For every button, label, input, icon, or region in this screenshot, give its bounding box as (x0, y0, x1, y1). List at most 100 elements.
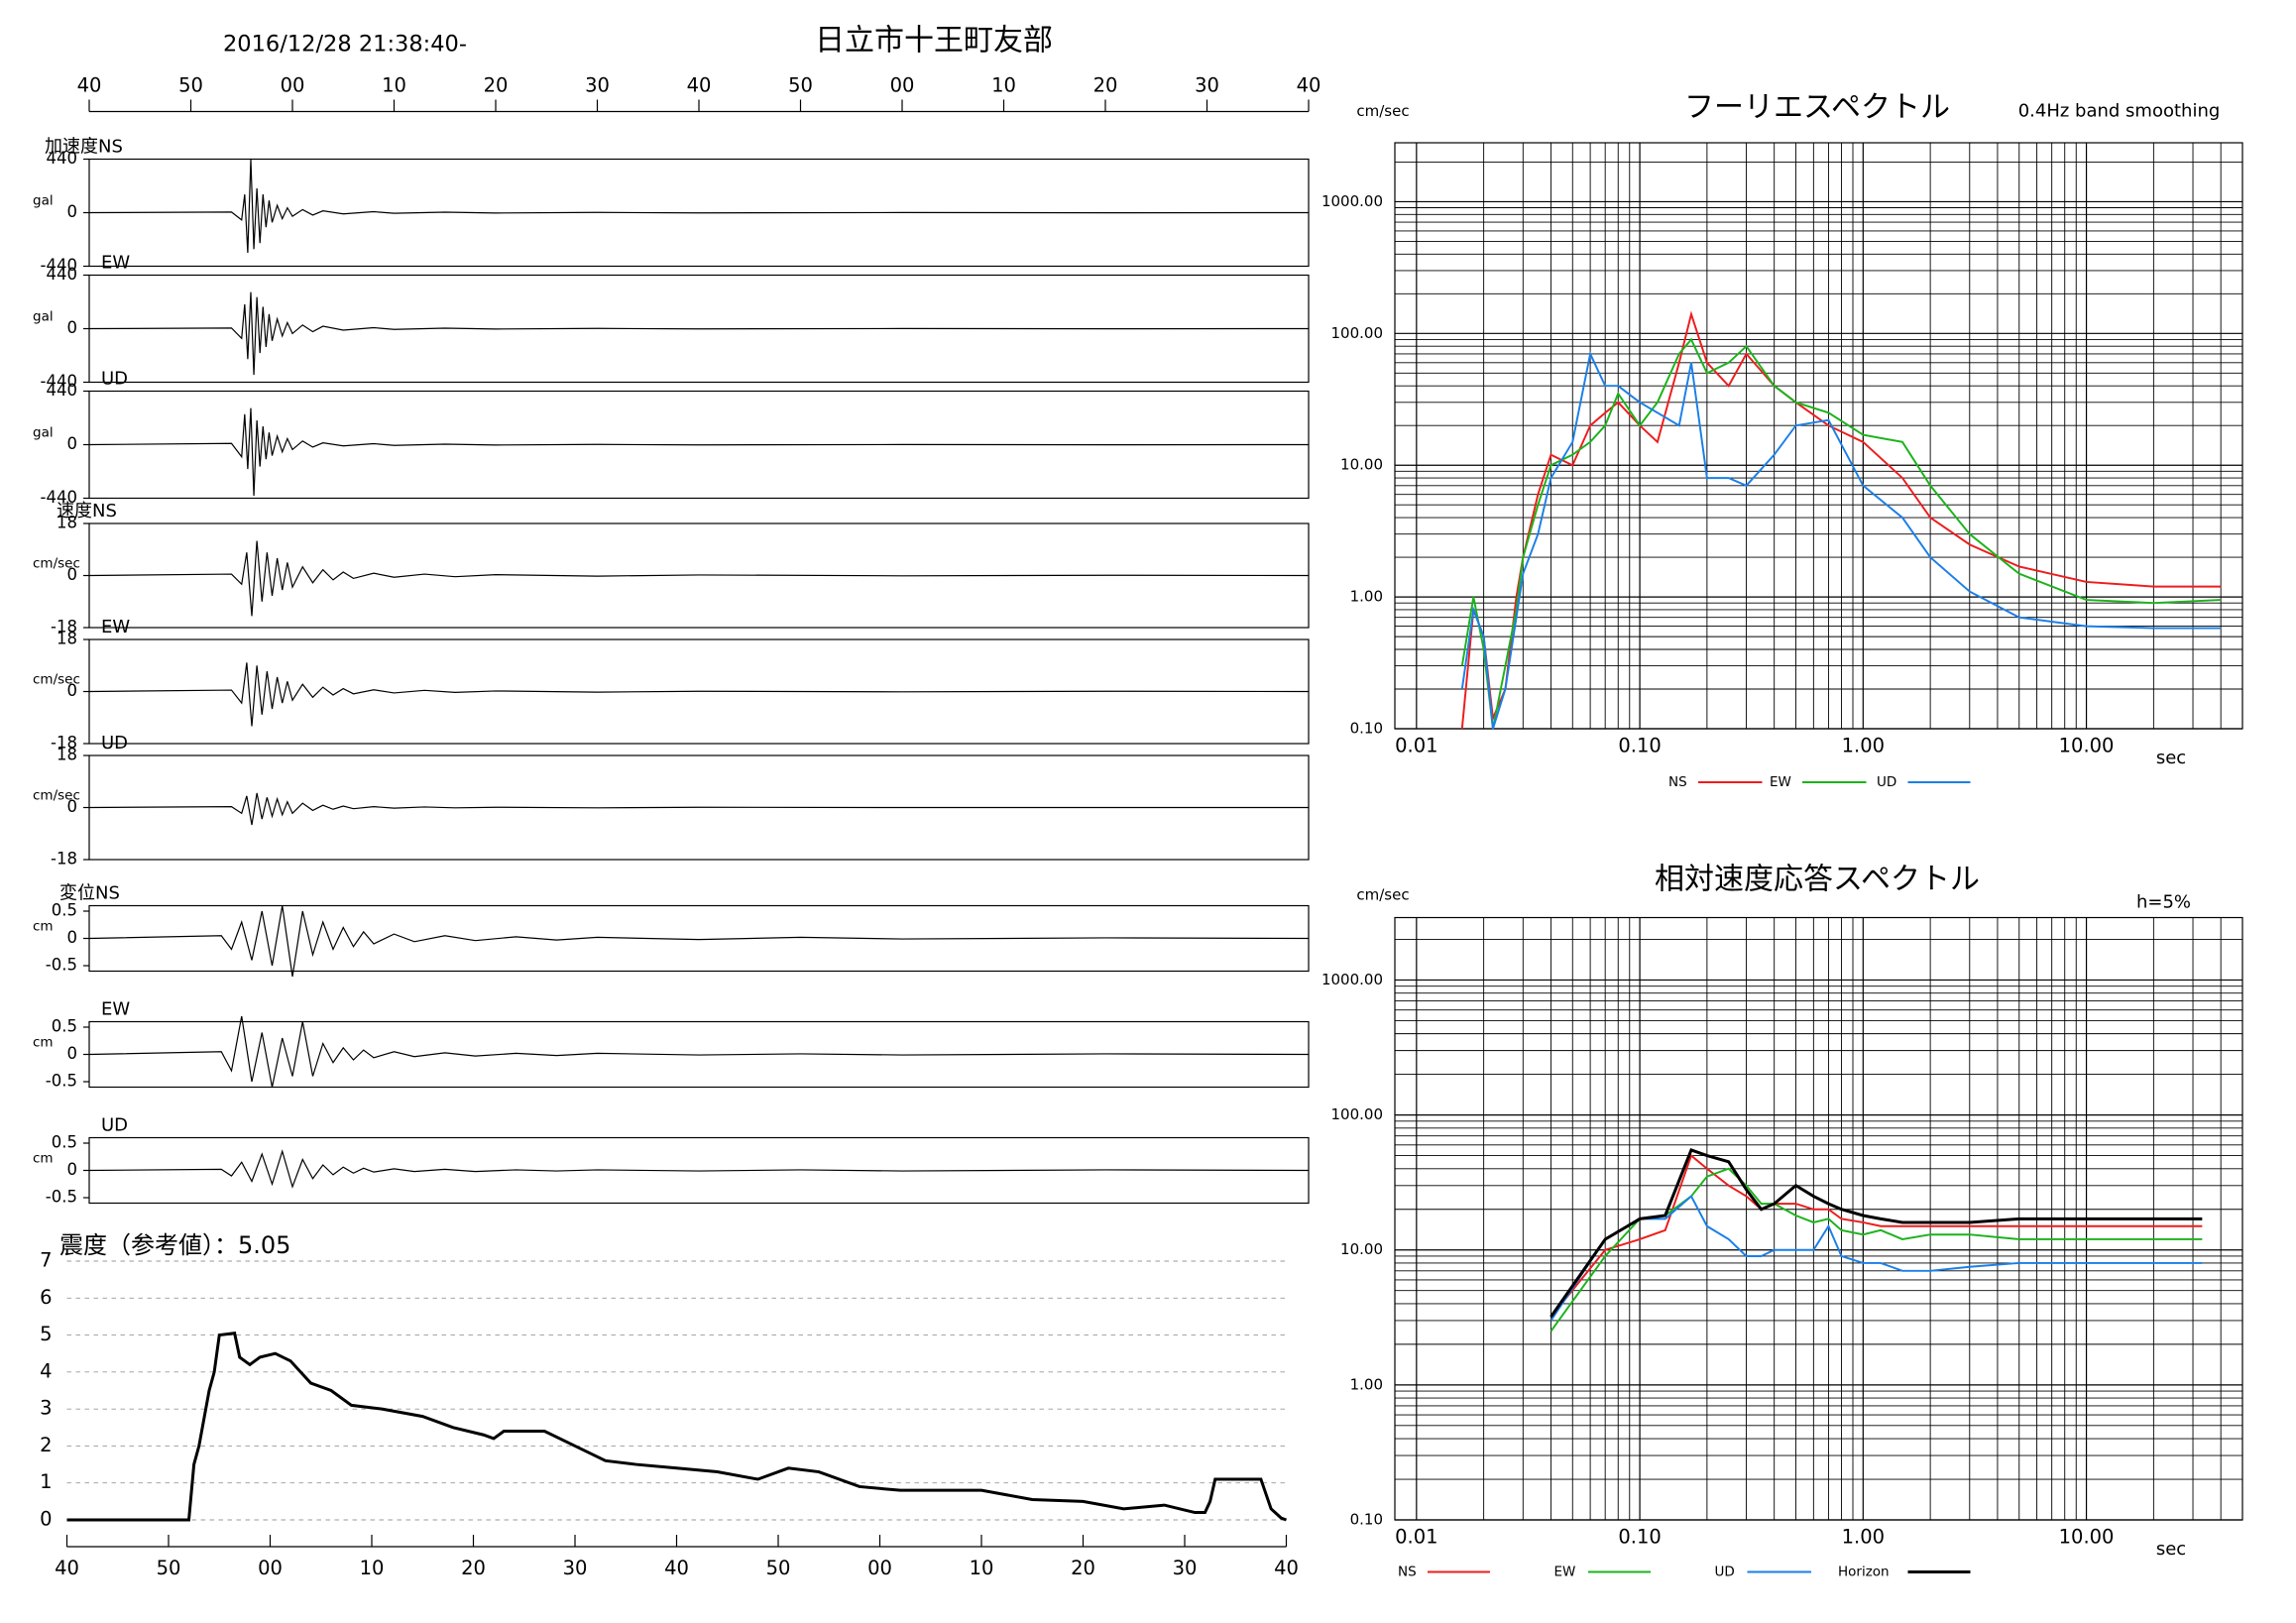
trace-unit: cm/sec (33, 556, 80, 572)
x-tick-label: 40 (664, 1557, 689, 1579)
chart-title: 相対速度応答スペクトル (1655, 863, 1980, 897)
y-tick-label: 5 (40, 1323, 52, 1345)
x-tick-label: 30 (585, 74, 610, 97)
chart-title: 震度（参考値）：5.05 (59, 1231, 290, 1259)
y-tick-label: -0.5 (46, 1072, 77, 1091)
x-tick-label: 40 (55, 1557, 79, 1579)
legend-label: Horizon (1838, 1565, 1890, 1580)
trace-unit: cm/sec (33, 672, 80, 688)
x-tick-label: 10.00 (2059, 1526, 2115, 1549)
y-tick-label: 0 (40, 1508, 52, 1531)
x-tick-label: 10.00 (2059, 735, 2115, 757)
datetime: 2016/12/28 21:38:40- (223, 32, 467, 58)
waveform (88, 1149, 1310, 1189)
y-tick-label: -0.5 (46, 956, 77, 975)
x-tick-label: 10 (360, 1557, 385, 1579)
x-tick-label: 20 (1093, 74, 1118, 97)
y-tick-label: 0 (67, 1044, 78, 1063)
y-tick-label: 0 (67, 565, 78, 584)
x-tick-label: 10 (991, 74, 1016, 97)
trace-label: UD (101, 369, 128, 390)
y-tick-label: 0 (67, 928, 78, 947)
station: 日立市十王町友部 (815, 24, 1053, 58)
y-tick-label: -440 (41, 488, 77, 507)
x-axis-label: sec (2156, 1539, 2186, 1560)
legend-label: NS (1668, 774, 1687, 790)
x-tick-label: 50 (178, 74, 203, 97)
spectrum-line (1460, 350, 2222, 730)
plot-frame (1394, 142, 2243, 730)
spectrum-line (1460, 310, 2222, 730)
y-tick-label: 0.5 (52, 1017, 77, 1036)
x-tick-label: 40 (1297, 74, 1321, 97)
legend-label: NS (1398, 1565, 1417, 1580)
y-tick-label: -0.5 (46, 1188, 77, 1207)
y-tick-label: -440 (41, 372, 77, 391)
legend-label: EW (1770, 774, 1791, 790)
chart-subtitle: 0.4Hz band smoothing (2018, 101, 2221, 122)
spectrum-line (1550, 1153, 2203, 1318)
y-tick-label: 0.10 (1350, 1511, 1383, 1529)
y-tick-label: 6 (40, 1286, 52, 1309)
y-tick-label: 1000.00 (1321, 971, 1383, 988)
trace-unit: gal (33, 309, 54, 325)
y-tick-label: 0 (67, 1160, 78, 1179)
spectrum-line (1550, 1195, 2203, 1322)
spectrum-line (1460, 337, 2222, 730)
waveform (88, 1015, 1310, 1088)
y-tick-label: 0 (67, 434, 78, 453)
x-tick-label: 00 (281, 74, 305, 97)
x-tick-label: 00 (867, 1557, 892, 1579)
x-tick-label: 10 (970, 1557, 994, 1579)
waveform (88, 540, 1310, 617)
y-tick-label: 2 (40, 1434, 52, 1456)
legend-label: UD (1877, 774, 1896, 790)
y-tick-label: 3 (40, 1397, 52, 1420)
x-tick-label: 00 (890, 74, 915, 97)
x-axis-label: sec (2156, 748, 2186, 768)
trace-label: 加速度NS (45, 137, 123, 158)
trace-label: EW (101, 617, 130, 638)
y-axis-label: cm/sec (1356, 102, 1409, 120)
y-tick-label: -18 (51, 618, 77, 637)
x-tick-label: 30 (563, 1557, 588, 1579)
trace-unit: cm (33, 1151, 54, 1167)
y-tick-label: 0.10 (1350, 720, 1383, 738)
waveform (88, 291, 1310, 376)
waveform (88, 407, 1310, 497)
x-tick-label: 50 (157, 1557, 181, 1579)
trace-label: UD (101, 1115, 128, 1136)
y-tick-label: 18 (57, 514, 77, 532)
trace-label: UD (101, 733, 128, 754)
x-tick-label: 50 (766, 1557, 791, 1579)
chart-subtitle: h=5% (2136, 892, 2191, 913)
x-tick-label: 20 (1071, 1557, 1095, 1579)
x-tick-label: 10 (382, 74, 406, 97)
legend-label: EW (1554, 1565, 1576, 1580)
trace-unit: cm (33, 1035, 54, 1051)
trace-unit: cm (33, 919, 54, 935)
y-tick-label: 10.00 (1340, 456, 1383, 474)
y-tick-label: 4 (40, 1359, 52, 1382)
waveform (88, 662, 1310, 727)
x-tick-label: 40 (1274, 1557, 1299, 1579)
trace-unit: gal (33, 425, 54, 441)
y-axis-label: cm/sec (1356, 886, 1409, 904)
legend-label: UD (1715, 1565, 1735, 1580)
y-tick-label: 0 (67, 202, 78, 221)
x-tick-label: 0.01 (1395, 1526, 1437, 1549)
y-tick-label: 7 (40, 1249, 52, 1272)
trace-unit: cm/sec (33, 788, 80, 804)
spectrum-line (1550, 1148, 2203, 1318)
waveform (88, 905, 1310, 978)
x-tick-label: 1.00 (1842, 1526, 1885, 1549)
x-tick-label: 0.10 (1618, 735, 1661, 757)
x-tick-label: 0.10 (1618, 1526, 1661, 1549)
trace-label: 速度NS (57, 501, 117, 522)
y-tick-label: 1.00 (1350, 1375, 1383, 1393)
trace-unit: gal (33, 193, 54, 209)
plot-frame (1394, 916, 2243, 1521)
x-tick-label: 30 (1173, 1557, 1198, 1579)
waveform (88, 159, 1310, 254)
y-tick-label: -18 (51, 850, 77, 869)
